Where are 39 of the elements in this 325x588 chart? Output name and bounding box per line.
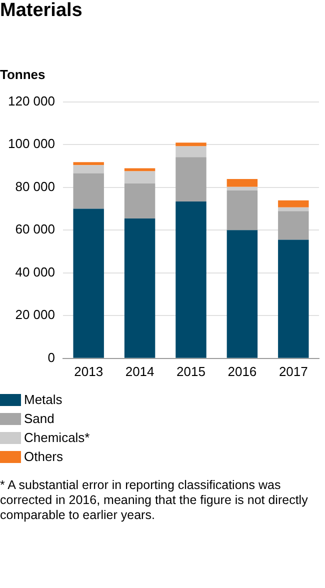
legend-label: Others xyxy=(24,449,64,464)
bar xyxy=(278,240,309,358)
bar xyxy=(226,230,258,358)
y-tick-label: 120 000 xyxy=(8,93,55,108)
bar xyxy=(226,186,258,191)
bar xyxy=(73,208,104,358)
y-tick-label: 60 000 xyxy=(15,222,55,237)
bar xyxy=(73,165,104,174)
y-tick-label: 0 xyxy=(48,350,55,365)
bar xyxy=(176,157,206,202)
chart-title: Materials xyxy=(0,0,84,22)
bar xyxy=(124,218,156,358)
x-tick-label: 2017 xyxy=(278,364,308,379)
bar xyxy=(278,211,309,240)
bar xyxy=(278,207,309,212)
x-tick-label: 2013 xyxy=(74,364,104,379)
bar xyxy=(226,178,258,187)
legend-label: Metals xyxy=(24,392,62,407)
x-tick-label: 2016 xyxy=(228,364,257,379)
legend-label: Chemicals* xyxy=(24,430,90,445)
bar xyxy=(176,142,206,146)
y-tick-label: 100 000 xyxy=(8,136,55,152)
y-tick-label: 80 000 xyxy=(15,178,55,194)
legend-label: Sand xyxy=(24,411,54,426)
bar xyxy=(73,162,104,166)
bar xyxy=(73,173,104,209)
y-tick-label: 20 000 xyxy=(15,307,55,322)
y-axis-title: Tonnes xyxy=(0,67,46,82)
y-tick-label: 40 000 xyxy=(15,264,55,280)
bar xyxy=(278,200,309,208)
bar xyxy=(226,190,258,230)
bar xyxy=(124,171,156,184)
bar xyxy=(124,183,156,219)
x-tick-label: 2015 xyxy=(176,364,206,379)
bar xyxy=(124,168,156,172)
bar xyxy=(176,146,206,158)
x-tick-label: 2014 xyxy=(125,364,154,379)
text: * A substantial error in reporting classifications was corrected in 2016, meaning that the figure is not directly comparable to earlier years. xyxy=(0,478,309,523)
bar xyxy=(176,201,206,358)
